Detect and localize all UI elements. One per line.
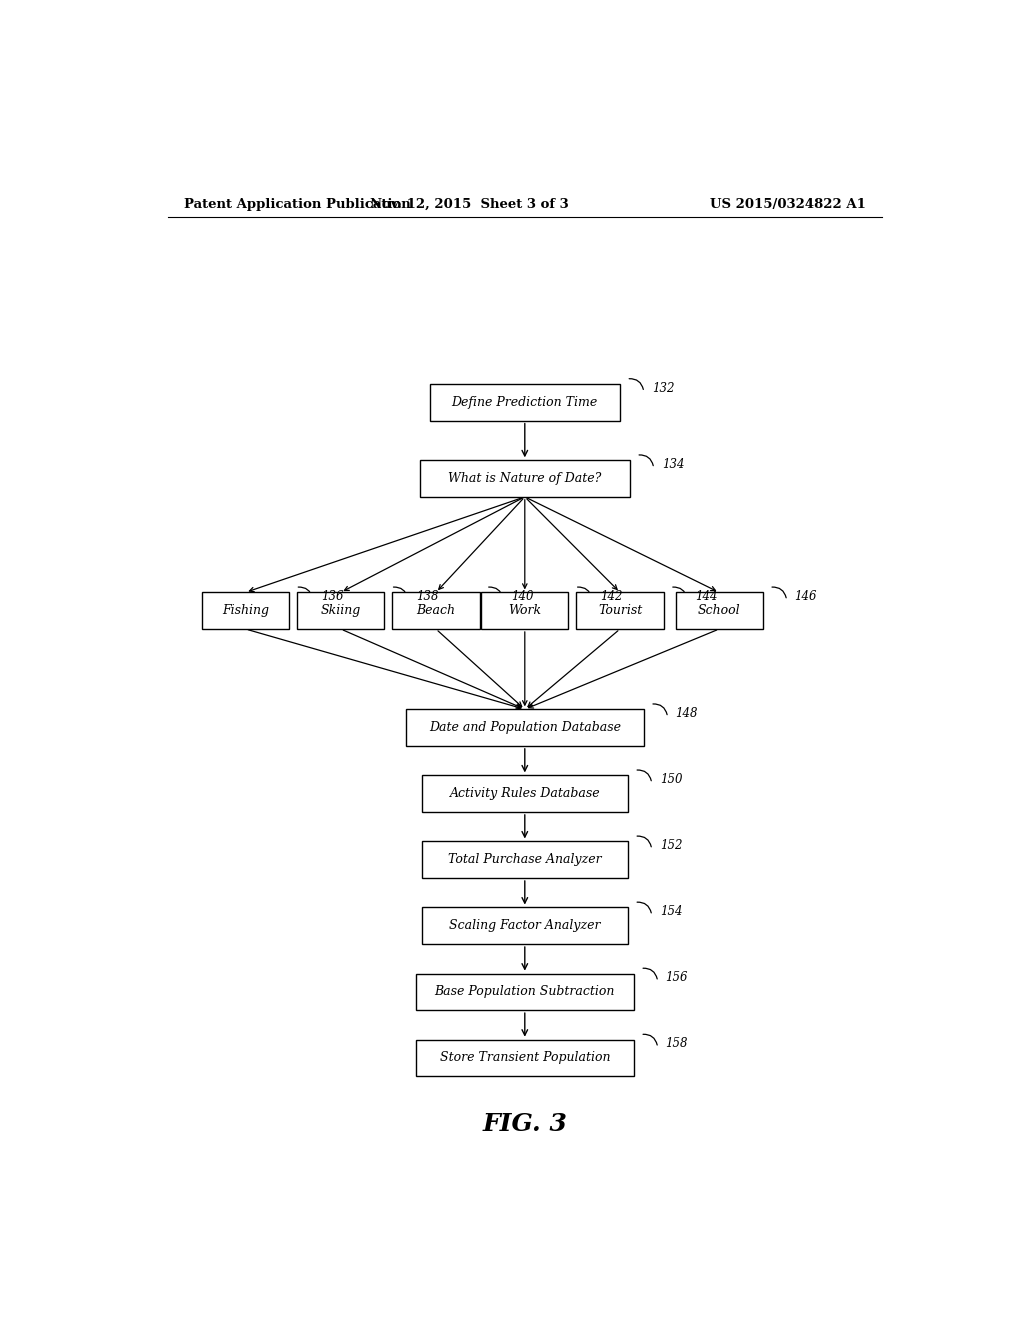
Text: FIG. 3: FIG. 3 [482, 1111, 567, 1137]
Text: Define Prediction Time: Define Prediction Time [452, 396, 598, 409]
FancyBboxPatch shape [297, 593, 384, 630]
Text: What is Nature of Date?: What is Nature of Date? [449, 473, 601, 484]
Text: Skiing: Skiing [321, 605, 360, 618]
FancyBboxPatch shape [430, 384, 620, 421]
FancyBboxPatch shape [676, 593, 763, 630]
Text: Store Transient Population: Store Transient Population [439, 1052, 610, 1064]
Text: 144: 144 [695, 590, 718, 603]
Text: 136: 136 [321, 590, 343, 603]
Text: 134: 134 [662, 458, 684, 471]
FancyBboxPatch shape [202, 593, 289, 630]
FancyBboxPatch shape [420, 461, 630, 496]
Text: Date and Population Database: Date and Population Database [429, 721, 621, 734]
FancyBboxPatch shape [422, 841, 628, 878]
Text: 146: 146 [795, 590, 817, 603]
Text: Base Population Subtraction: Base Population Subtraction [434, 985, 615, 998]
Text: 140: 140 [511, 590, 534, 603]
Text: 138: 138 [416, 590, 438, 603]
Text: Scaling Factor Analyzer: Scaling Factor Analyzer [450, 919, 600, 932]
Text: Activity Rules Database: Activity Rules Database [450, 787, 600, 800]
Text: US 2015/0324822 A1: US 2015/0324822 A1 [711, 198, 866, 211]
Text: 150: 150 [659, 774, 682, 785]
Text: Beach: Beach [417, 605, 456, 618]
Text: 152: 152 [659, 840, 682, 851]
FancyBboxPatch shape [416, 1040, 634, 1076]
Text: Nov. 12, 2015  Sheet 3 of 3: Nov. 12, 2015 Sheet 3 of 3 [370, 198, 568, 211]
FancyBboxPatch shape [481, 593, 568, 630]
FancyBboxPatch shape [422, 907, 628, 944]
Text: Tourist: Tourist [598, 605, 642, 618]
Text: 154: 154 [659, 906, 682, 917]
FancyBboxPatch shape [577, 593, 664, 630]
Text: 148: 148 [676, 706, 698, 719]
Text: Total Purchase Analyzer: Total Purchase Analyzer [447, 853, 602, 866]
Text: Work: Work [508, 605, 542, 618]
FancyBboxPatch shape [416, 974, 634, 1010]
Text: 158: 158 [666, 1038, 688, 1051]
FancyBboxPatch shape [406, 709, 644, 746]
Text: School: School [698, 605, 740, 618]
Text: 156: 156 [666, 972, 688, 985]
FancyBboxPatch shape [422, 775, 628, 812]
Text: 142: 142 [600, 590, 623, 603]
Text: 132: 132 [652, 381, 674, 395]
Text: Fishing: Fishing [222, 605, 269, 618]
FancyBboxPatch shape [392, 593, 479, 630]
Text: Patent Application Publication: Patent Application Publication [183, 198, 411, 211]
